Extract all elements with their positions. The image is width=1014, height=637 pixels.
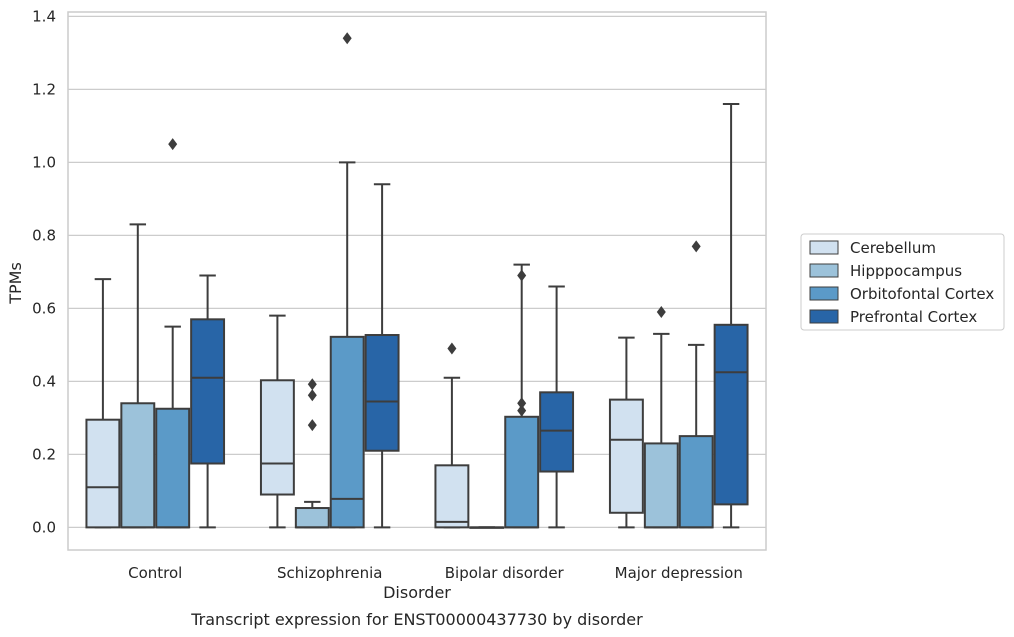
- outlier-0: [517, 404, 527, 417]
- box-body: [294, 507, 330, 529]
- x-tick-label-bipolar-disorder: Bipolar disorder: [445, 564, 565, 582]
- y-axis-label: TPMs: [6, 262, 25, 305]
- box-body: [539, 391, 575, 473]
- outlier-0: [342, 32, 352, 45]
- box-schizophrenia-cerebellum: [259, 314, 295, 529]
- box-schizophrenia-prefrontal-cortex: [364, 183, 400, 529]
- box-bipolar-disorder-orbitofontal-cortex: [504, 263, 540, 529]
- outlier-1: [307, 389, 317, 402]
- legend-swatch-prefrontal-cortex: [809, 309, 839, 324]
- box-bipolar-disorder-cerebellum: [434, 342, 470, 529]
- legend-label-cerebellum: Cerebellum: [850, 239, 936, 257]
- box-schizophrenia-hipppocampus: [294, 378, 330, 529]
- box-body: [155, 407, 191, 529]
- x-tick-label-schizophrenia: Schizophrenia: [277, 564, 382, 582]
- outlier-0: [307, 419, 317, 432]
- y-tick-label-2: 0.4: [32, 372, 56, 390]
- x-axis-label: Disorder: [383, 583, 451, 602]
- outlier-0: [168, 138, 178, 151]
- box-body: [364, 334, 400, 452]
- boxes-layer: [85, 32, 749, 529]
- outlier-0: [691, 240, 701, 253]
- box-control-prefrontal-cortex: [190, 274, 226, 529]
- outlier-0: [447, 342, 457, 355]
- box-major-depression-cerebellum: [608, 336, 644, 529]
- box-body: [329, 335, 365, 529]
- box-schizophrenia-orbitofontal-cortex: [329, 32, 365, 529]
- box-body: [713, 323, 749, 506]
- box-body: [678, 435, 714, 529]
- box-body: [643, 442, 679, 529]
- legend-label-prefrontal-cortex: Prefrontal Cortex: [850, 308, 977, 326]
- y-tick-label-7: 1.4: [32, 7, 56, 25]
- box-control-cerebellum: [85, 278, 121, 529]
- box-body: [504, 415, 540, 529]
- y-tick-label-0: 0.0: [32, 518, 56, 536]
- box-body: [608, 398, 644, 514]
- legend-label-hipppocampus: Hipppocampus: [850, 262, 962, 280]
- box-control-hipppocampus: [120, 223, 156, 529]
- outlier-0: [656, 306, 666, 319]
- box-body: [120, 402, 156, 529]
- legend-swatch-hipppocampus: [809, 263, 839, 278]
- outlier-1: [517, 397, 527, 410]
- legend-swatch-cerebellum: [809, 240, 839, 255]
- box-body: [434, 464, 470, 529]
- legend-swatch-orbitofontal-cortex: [809, 286, 839, 301]
- y-tick-label-5: 1.0: [32, 153, 56, 171]
- box-major-depression-prefrontal-cortex: [713, 102, 749, 529]
- plot-frame: [67, 11, 767, 551]
- box-control-orbitofontal-cortex: [155, 138, 191, 529]
- box-major-depression-hipppocampus: [643, 306, 679, 529]
- x-tick-labels: Control Schizophrenia Bipolar disorder Majo…: [128, 564, 743, 582]
- chart-caption: Transcript expression for ENST0000043773…: [190, 610, 643, 629]
- outlier-2: [517, 269, 527, 282]
- y-tick-label-4: 0.8: [32, 226, 56, 244]
- box-body: [259, 379, 295, 496]
- y-tick-labels: 0.0 0.2 0.4 0.6 0.8 1.0 1.2 1.4: [32, 7, 56, 536]
- legend-frame: [800, 233, 1005, 331]
- y-tick-label-6: 1.2: [32, 80, 56, 98]
- box-body: [85, 418, 121, 529]
- box-bipolar-disorder-prefrontal-cortex: [539, 285, 575, 529]
- x-tick-label-major-depression: Major depression: [615, 564, 743, 582]
- outlier-2: [307, 378, 317, 391]
- y-tick-label-3: 0.6: [32, 299, 56, 317]
- legend: Cerebellum Hipppocampus Orbitofontal Corte…: [800, 233, 1005, 331]
- box-bipolar-disorder-hipppocampus: [469, 526, 505, 529]
- box-major-depression-orbitofontal-cortex: [678, 240, 714, 529]
- y-tick-label-1: 0.2: [32, 445, 56, 463]
- box-body: [190, 318, 226, 465]
- x-tick-label-control: Control: [128, 564, 182, 582]
- legend-label-orbitofontal-cortex: Orbitofontal Cortex: [850, 285, 994, 303]
